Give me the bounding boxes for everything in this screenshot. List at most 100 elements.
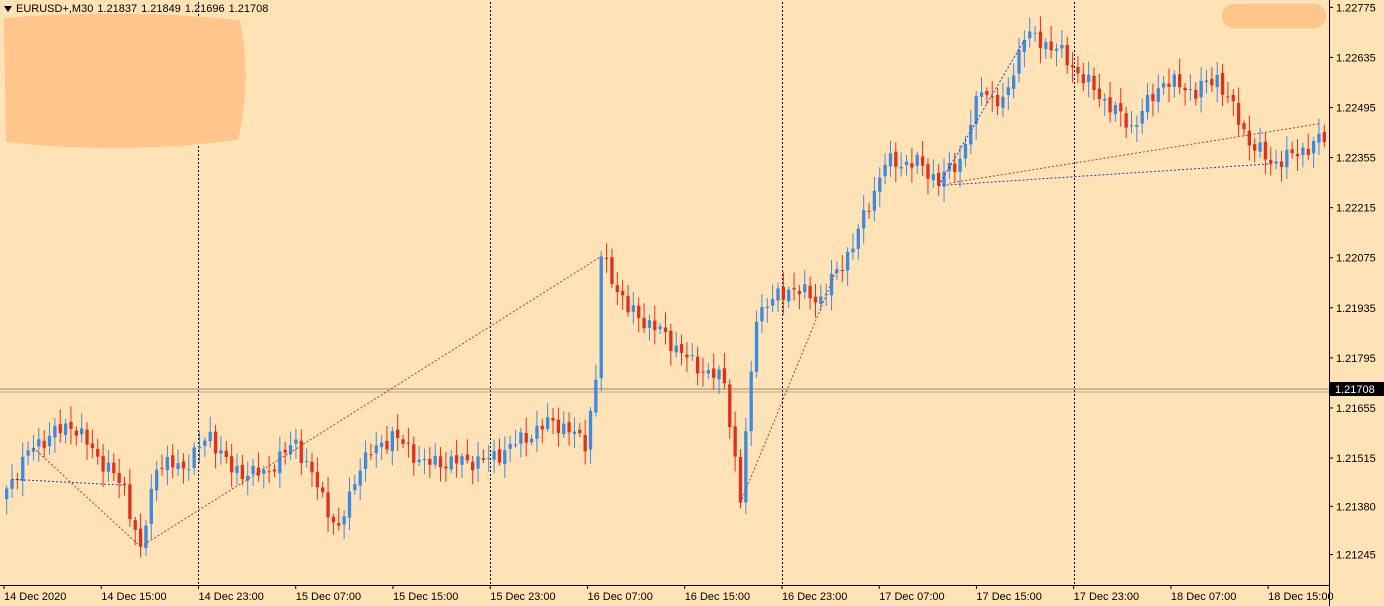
candle-body bbox=[304, 461, 309, 463]
candle-body bbox=[1194, 90, 1198, 99]
candle-body bbox=[331, 516, 336, 523]
candle-body bbox=[299, 440, 303, 464]
candle-body bbox=[1188, 89, 1193, 91]
candle-body bbox=[631, 305, 636, 312]
candle-body bbox=[1279, 161, 1284, 167]
candle-body bbox=[192, 447, 196, 468]
candle-body bbox=[1038, 31, 1043, 48]
candle-body bbox=[658, 326, 662, 330]
candle-body bbox=[770, 299, 775, 306]
candle-body bbox=[1092, 75, 1096, 90]
candle-body bbox=[1076, 66, 1080, 74]
candle-body bbox=[620, 290, 625, 296]
candle-body bbox=[246, 475, 250, 481]
candle-body bbox=[197, 446, 202, 449]
candle-body bbox=[412, 444, 416, 463]
ohlc-high: 1.21849 bbox=[141, 3, 181, 15]
y-tick-label: 1.22075 bbox=[1336, 253, 1376, 265]
candle-body bbox=[1178, 74, 1182, 88]
candle-body bbox=[995, 94, 1000, 107]
candle-body bbox=[1269, 160, 1273, 164]
candle-body bbox=[326, 492, 330, 518]
candle-body bbox=[165, 456, 170, 471]
x-tick-label: 16 Dec 15:00 bbox=[685, 591, 750, 603]
candle-body bbox=[208, 431, 212, 442]
chart-menu-triangle-icon[interactable] bbox=[4, 6, 12, 12]
candle-body bbox=[154, 469, 159, 491]
candle-body bbox=[465, 454, 469, 461]
candle-body bbox=[128, 484, 132, 520]
candle-body bbox=[808, 285, 812, 299]
candle-body bbox=[160, 467, 164, 469]
candle-body bbox=[1054, 48, 1059, 51]
zigzag-line bbox=[12, 478, 125, 486]
candle-body bbox=[1215, 74, 1219, 88]
y-tick-label: 1.21935 bbox=[1336, 303, 1376, 315]
candle-body bbox=[904, 161, 909, 166]
candle-body bbox=[449, 456, 453, 470]
candle-body bbox=[733, 426, 737, 457]
candle-body bbox=[803, 284, 807, 293]
candle-body bbox=[524, 433, 528, 443]
candle-body bbox=[829, 273, 834, 296]
candle-body bbox=[1145, 94, 1150, 113]
x-tick-label: 14 Dec 15:00 bbox=[101, 591, 166, 603]
candle-body bbox=[1199, 80, 1203, 98]
candle-body bbox=[58, 424, 62, 434]
candle-body bbox=[42, 440, 46, 448]
candle-body bbox=[738, 457, 743, 503]
candle-body bbox=[797, 291, 802, 295]
candle-body bbox=[979, 92, 984, 97]
candle-body bbox=[701, 371, 705, 373]
candle-body bbox=[283, 449, 287, 453]
symbol-timeframe: EURUSD+,M30 bbox=[16, 3, 94, 15]
candle-body bbox=[813, 296, 818, 303]
candle-body bbox=[937, 172, 941, 186]
candle-body bbox=[637, 305, 641, 318]
candle-body bbox=[315, 471, 320, 488]
candle-body bbox=[776, 288, 780, 301]
candle-body bbox=[176, 463, 180, 469]
candle-body bbox=[476, 456, 480, 469]
candle-body bbox=[26, 450, 30, 456]
candle-body bbox=[187, 469, 191, 471]
candle-body bbox=[251, 465, 255, 475]
candle-body bbox=[481, 458, 486, 460]
x-tick-label: 17 Dec 07:00 bbox=[879, 591, 944, 603]
candle-body bbox=[1290, 149, 1294, 154]
candle-body bbox=[754, 321, 759, 372]
candle-body bbox=[712, 368, 716, 378]
x-tick-label: 17 Dec 15:00 bbox=[976, 591, 1041, 603]
candle-body bbox=[342, 516, 346, 525]
candle-body bbox=[1140, 110, 1144, 124]
x-tick-label: 17 Dec 23:00 bbox=[1074, 591, 1139, 603]
candle-body bbox=[101, 456, 105, 472]
candle-body bbox=[674, 345, 678, 353]
zigzag-line bbox=[33, 447, 141, 548]
candle-body bbox=[862, 210, 866, 229]
zigzag-line bbox=[938, 163, 1271, 187]
candle-body bbox=[390, 431, 394, 452]
candle-body bbox=[321, 487, 325, 493]
candle-body bbox=[1006, 87, 1010, 95]
candle-body bbox=[1204, 80, 1209, 83]
candle-body bbox=[974, 95, 978, 125]
candle-body bbox=[867, 210, 871, 212]
candle-body bbox=[749, 371, 753, 432]
candle-body bbox=[594, 379, 598, 413]
candle-body bbox=[690, 354, 694, 356]
candle-body bbox=[1210, 78, 1214, 86]
candle-body bbox=[240, 464, 245, 480]
candle-body bbox=[706, 370, 711, 374]
y-tick-label: 1.21380 bbox=[1336, 501, 1376, 513]
candle-body bbox=[63, 423, 68, 435]
candle-body bbox=[1113, 104, 1118, 115]
candle-body bbox=[37, 439, 41, 447]
candle-body bbox=[787, 289, 791, 302]
zigzag-line bbox=[938, 39, 1025, 186]
candle-body bbox=[1317, 133, 1321, 143]
y-tick-label: 1.22215 bbox=[1336, 203, 1376, 215]
candle-body bbox=[1103, 98, 1107, 101]
